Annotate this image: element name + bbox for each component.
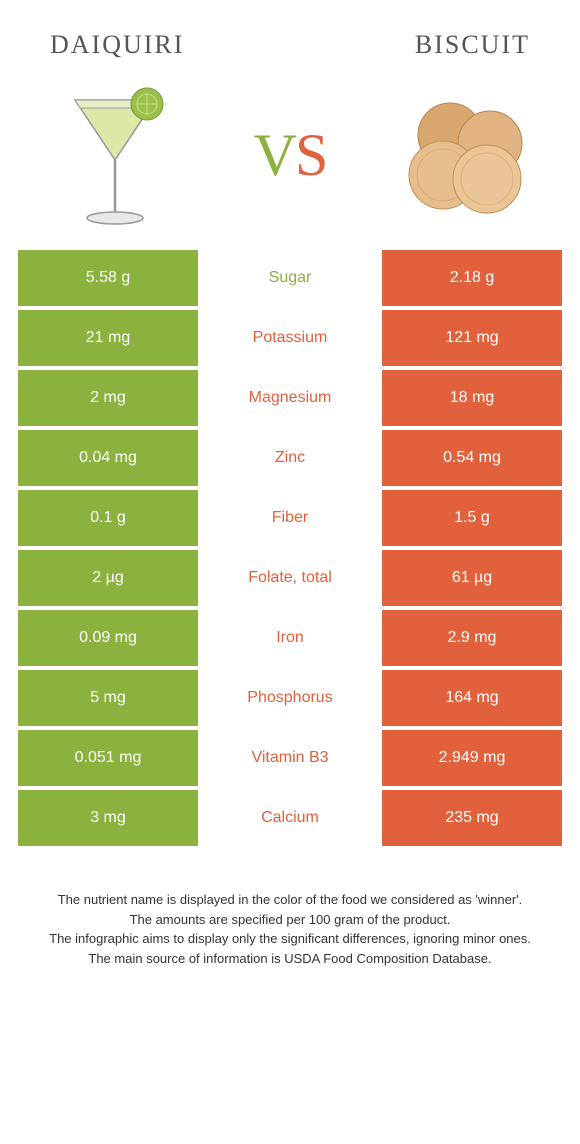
right-value: 121 mg [382,310,562,366]
left-value: 21 mg [18,310,198,366]
right-value: 2.9 mg [382,610,562,666]
left-value: 3 mg [18,790,198,846]
footer-line-4: The main source of information is USDA F… [30,949,550,969]
table-row: 5.58 gSugar2.18 g [18,250,562,306]
footer-line-2: The amounts are specified per 100 gram o… [30,910,550,930]
left-value: 0.1 g [18,490,198,546]
left-title: Daiquiri [50,30,184,60]
right-value: 2.18 g [382,250,562,306]
right-value: 0.54 mg [382,430,562,486]
right-value: 2.949 mg [382,730,562,786]
image-row: VS [0,70,580,250]
nutrient-label: Phosphorus [198,670,382,726]
table-row: 21 mgPotassium121 mg [18,310,562,366]
table-row: 2 mgMagnesium18 mg [18,370,562,426]
nutrient-label: Potassium [198,310,382,366]
footer-line-1: The nutrient name is displayed in the co… [30,890,550,910]
right-value: 1.5 g [382,490,562,546]
table-row: 0.1 gFiber1.5 g [18,490,562,546]
left-value: 2 mg [18,370,198,426]
table-row: 0.09 mgIron2.9 mg [18,610,562,666]
nutrient-label: Sugar [198,250,382,306]
daiquiri-image [40,80,190,230]
right-value: 18 mg [382,370,562,426]
nutrient-label: Magnesium [198,370,382,426]
left-value: 2 µg [18,550,198,606]
table-row: 5 mgPhosphorus164 mg [18,670,562,726]
left-value: 0.04 mg [18,430,198,486]
footer-line-3: The infographic aims to display only the… [30,929,550,949]
header: Daiquiri Biscuit [0,0,580,70]
right-value: 61 µg [382,550,562,606]
left-value: 0.051 mg [18,730,198,786]
left-value: 5.58 g [18,250,198,306]
nutrient-label: Vitamin B3 [198,730,382,786]
nutrient-table: 5.58 gSugar2.18 g21 mgPotassium121 mg2 m… [18,250,562,846]
right-title: Biscuit [415,30,530,60]
nutrient-label: Zinc [198,430,382,486]
table-row: 0.04 mgZinc0.54 mg [18,430,562,486]
table-row: 0.051 mgVitamin B32.949 mg [18,730,562,786]
vs-s: S [295,122,326,188]
right-value: 164 mg [382,670,562,726]
left-value: 0.09 mg [18,610,198,666]
nutrient-label: Fiber [198,490,382,546]
vs-v: V [254,122,295,188]
nutrient-label: Iron [198,610,382,666]
nutrient-label: Folate, total [198,550,382,606]
footer: The nutrient name is displayed in the co… [0,850,580,988]
nutrient-label: Calcium [198,790,382,846]
biscuit-image [390,80,540,230]
right-value: 235 mg [382,790,562,846]
table-row: 3 mgCalcium235 mg [18,790,562,846]
vs-separator: VS [254,121,327,190]
table-row: 2 µgFolate, total61 µg [18,550,562,606]
left-value: 5 mg [18,670,198,726]
